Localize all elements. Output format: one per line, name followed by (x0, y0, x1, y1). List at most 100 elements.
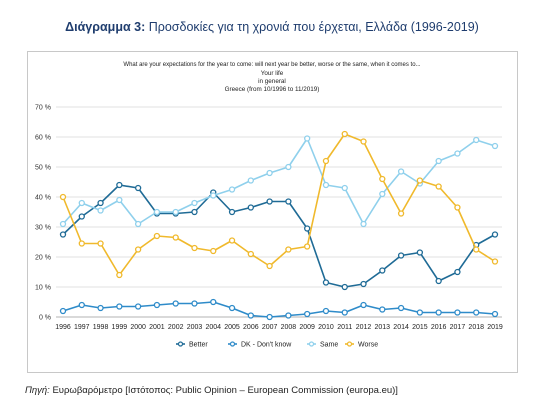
y-tick-label: 30 % (35, 225, 51, 232)
series-line-better (62, 184, 496, 288)
x-tick-label: 1997 (74, 324, 90, 331)
legend-label-worse: Worse (358, 342, 378, 349)
data-point-better (379, 267, 386, 274)
data-point-dk-don-t-know (285, 312, 292, 319)
data-point-better (454, 268, 461, 276)
data-point-dk-don-t-know (304, 310, 311, 318)
data-point-better (435, 277, 442, 285)
data-point-worse (153, 232, 161, 240)
x-tick-label: 2018 (468, 324, 484, 331)
data-point-same (304, 135, 311, 142)
data-point-same (379, 190, 386, 198)
data-point-dk-don-t-know (379, 306, 386, 313)
y-tick-label: 40 % (35, 195, 51, 202)
legend-label-same: Same (320, 342, 338, 349)
data-point-better (322, 279, 330, 286)
x-tick-label: 2017 (450, 324, 466, 331)
legend-marker-better (177, 341, 184, 347)
data-point-worse (416, 177, 424, 184)
data-point-better (491, 231, 499, 238)
data-point-dk-don-t-know (266, 313, 273, 321)
chart-panel: What are your expectations for the year … (27, 51, 518, 373)
data-point-same (491, 142, 499, 150)
data-point-dk-don-t-know (97, 304, 104, 312)
data-point-same (210, 192, 217, 199)
x-tick-label: 2006 (243, 324, 259, 331)
data-point-worse (454, 204, 461, 211)
chart-heading: Διάγραμμα 3: Προσδοκίες για τη χρονιά πο… (0, 20, 544, 34)
chart-title-line-4: Greece (from 10/1996 to 11/2019) (225, 86, 320, 93)
series-line-dk-don-t-know (62, 301, 496, 318)
x-tick-label: 2019 (487, 324, 503, 331)
legend-label-better: Better (189, 342, 208, 349)
data-point-better (266, 198, 273, 205)
data-point-better (134, 184, 142, 192)
data-point-dk-don-t-know (78, 301, 85, 309)
data-point-worse (285, 246, 292, 253)
data-point-worse (360, 138, 367, 145)
data-point-worse (172, 234, 179, 241)
legend-marker-worse (346, 341, 353, 347)
data-point-same (397, 168, 405, 175)
data-point-worse (247, 250, 254, 258)
x-tick-label: 2003 (187, 324, 203, 331)
chart-heading-text: Προσδοκίες για τη χρονιά που έρχεται, Ελ… (148, 20, 479, 34)
series-line-worse (62, 133, 496, 276)
data-point-better (416, 249, 424, 256)
data-point-same (454, 150, 461, 157)
data-point-better (397, 252, 405, 259)
data-point-worse (59, 193, 67, 201)
data-point-worse (397, 210, 405, 217)
data-point-dk-don-t-know (491, 310, 499, 318)
data-point-dk-don-t-know (134, 303, 142, 310)
legend-marker-same (308, 341, 315, 347)
data-point-better (116, 181, 123, 189)
data-point-dk-don-t-know (360, 301, 367, 309)
data-point-better (285, 198, 292, 205)
chart-title-line-2: Your life (261, 70, 284, 77)
data-point-worse (341, 130, 348, 138)
data-point-worse (210, 247, 217, 255)
source-text: Ευρωβαρόμετρο [Ιστότοπος: Public Opinion… (52, 385, 398, 396)
data-point-same (322, 181, 330, 189)
x-tick-label: 1999 (112, 324, 128, 331)
data-point-worse (191, 244, 198, 252)
x-tick-label: 2009 (299, 324, 315, 331)
chart-heading-prefix: Διάγραμμα 3: (65, 20, 146, 34)
y-tick-label: 50 % (35, 165, 51, 172)
data-point-dk-don-t-know (473, 309, 480, 316)
data-point-worse (491, 258, 499, 265)
series-line-same (62, 137, 496, 225)
data-point-worse (78, 240, 85, 247)
x-tick-label: 2016 (431, 324, 447, 331)
data-point-worse (473, 246, 480, 253)
data-point-same (153, 208, 161, 216)
x-tick-label: 2008 (281, 324, 297, 331)
y-tick-label: 70 % (35, 105, 51, 112)
x-tick-label: 2010 (318, 324, 334, 331)
chart-title-line-1: What are your expectations for the year … (123, 62, 420, 68)
chart-title-line-3: in general (258, 78, 286, 85)
x-tick-label: 2001 (149, 324, 165, 331)
data-point-better (228, 208, 236, 216)
x-tick-label: 2014 (393, 324, 409, 331)
data-point-same (285, 163, 292, 171)
data-point-dk-don-t-know (416, 309, 424, 316)
data-point-worse (304, 243, 311, 250)
data-point-worse (379, 175, 386, 183)
data-point-same (116, 196, 123, 204)
data-point-better (341, 283, 348, 291)
data-point-worse (322, 157, 330, 165)
source-label: Πηγή: (25, 385, 50, 396)
y-tick-label: 10 % (35, 285, 51, 292)
x-tick-label: 1998 (93, 324, 109, 331)
data-point-dk-don-t-know (191, 300, 198, 307)
x-tick-label: 2000 (130, 324, 146, 331)
data-point-dk-don-t-know (247, 312, 254, 319)
data-point-worse (116, 271, 123, 279)
data-point-same (134, 220, 142, 228)
data-point-dk-don-t-know (153, 301, 161, 309)
data-point-dk-don-t-know (210, 298, 217, 306)
data-point-same (59, 220, 67, 228)
line-chart: What are your expectations for the year … (35, 62, 503, 349)
